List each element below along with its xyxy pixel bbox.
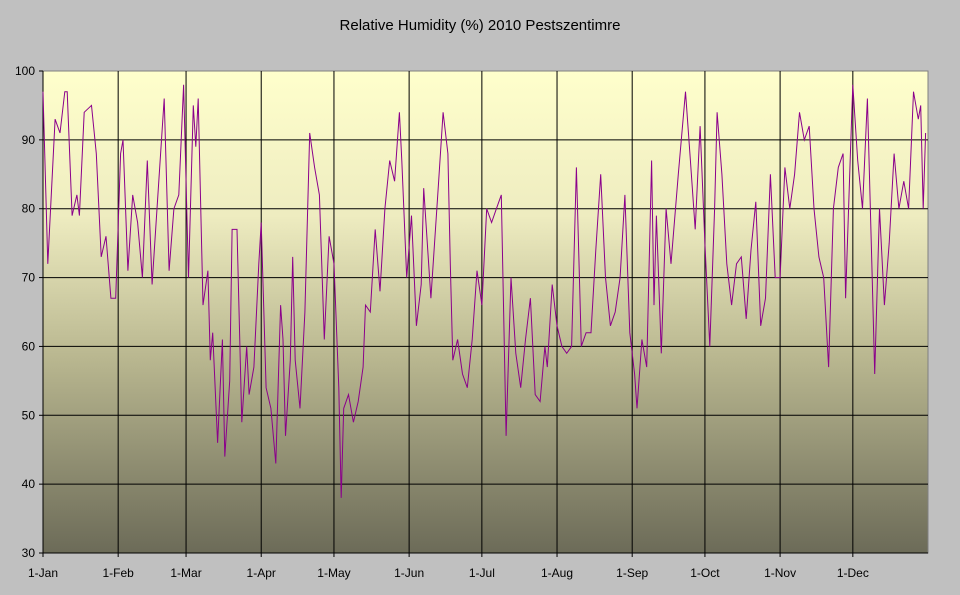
y-tick-label: 50	[22, 408, 36, 422]
x-tick-label: 1-Jun	[394, 566, 424, 580]
y-tick-label: 90	[22, 133, 36, 147]
x-tick-label: 1-Sep	[616, 566, 648, 580]
x-tick-label: 1-Aug	[541, 566, 573, 580]
x-tick-label: 1-Apr	[247, 566, 276, 580]
x-tick-label: 1-Feb	[102, 566, 134, 580]
y-tick-label: 60	[22, 339, 36, 353]
y-tick-label: 100	[15, 64, 35, 78]
x-tick-label: 1-Jan	[28, 566, 58, 580]
x-tick-label: 1-Nov	[764, 566, 796, 580]
x-tick-label: 1-Mar	[170, 566, 201, 580]
x-tick-label: 1-Jul	[469, 566, 495, 580]
x-tick-label: 1-Oct	[690, 566, 720, 580]
humidity-series-line	[42, 84, 927, 498]
plot-area	[42, 70, 929, 554]
chart-title: Relative Humidity (%) 2010 Pestszentimre	[339, 17, 621, 34]
x-tick-label: 1-May	[317, 566, 350, 580]
y-tick-label: 80	[22, 202, 36, 216]
y-tick-label: 70	[22, 271, 36, 285]
y-tick-label: 30	[22, 546, 36, 560]
x-tick-label: 1-Dec	[837, 566, 869, 580]
y-tick-label: 40	[22, 477, 36, 491]
